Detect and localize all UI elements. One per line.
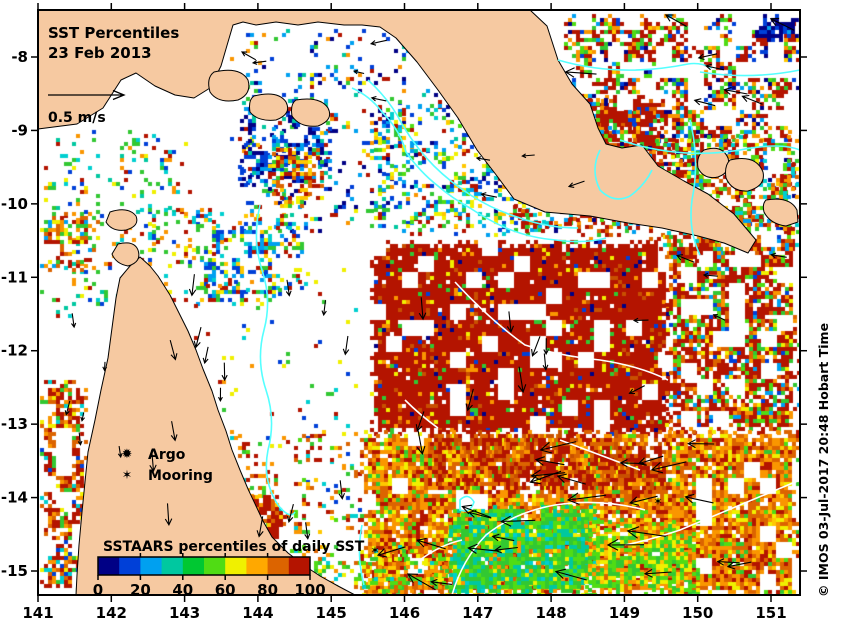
svg-text:-14: -14 [1,489,28,507]
imos-watermark: © IMOS 03-Jul-2017 20:48 Hobart Time [816,323,831,597]
cyan-sst-contours [255,59,801,586]
svg-text:✶: ✶ [370,544,379,557]
map-date: 23 Feb 2013 [48,44,152,62]
svg-text:148: 148 [535,604,566,622]
colorbar-title: SSTAARS percentiles of daily SST [103,539,365,555]
argo-label: Argo [148,447,186,463]
svg-text:-12: -12 [1,342,28,360]
svg-text:0: 0 [93,581,103,599]
svg-text:141: 141 [22,604,53,622]
axis-ticks-and-labels: 141 142 143 144 145 146 147 148 149 150 151 -8 -9 -10… [1,3,807,622]
svg-text:-13: -13 [1,415,28,433]
svg-text:150: 150 [682,604,713,622]
svg-text:-9: -9 [11,121,28,139]
svg-text:151: 151 [755,604,786,622]
svg-text:40: 40 [172,581,193,599]
svg-text:142: 142 [96,604,127,622]
colorbar: 0 20 40 60 80 100 [93,553,326,599]
svg-text:145: 145 [316,604,347,622]
mooring-label: Mooring [148,468,213,484]
svg-text:144: 144 [242,604,273,622]
svg-text:60: 60 [215,581,236,599]
svg-text:-8: -8 [11,48,28,66]
svg-text:143: 143 [169,604,200,622]
svg-text:149: 149 [609,604,640,622]
mooring-marker-icon: ✶ [122,467,132,482]
plot-border [37,9,801,596]
scale-arrow-icon [48,89,126,101]
svg-text:80: 80 [257,581,278,599]
svg-text:20: 20 [130,581,151,599]
svg-text:-11: -11 [1,268,28,286]
svg-text:✶: ✶ [653,495,662,508]
svg-text:100: 100 [294,581,325,599]
svg-text:147: 147 [462,604,493,622]
svg-text:146: 146 [389,604,420,622]
svg-text:-15: -15 [1,562,28,580]
current-vector-arrows [64,14,795,591]
land-masses [37,9,799,596]
white-sst-contours [404,281,801,596]
svg-text:-10: -10 [1,195,28,213]
map-title: SST Percentiles [48,24,179,42]
scale-arrow-label: 0.5 m/s [48,110,106,126]
map-mooring-markers: ✶✶ [370,495,662,557]
argo-marker-icon: ✹ [122,447,133,462]
